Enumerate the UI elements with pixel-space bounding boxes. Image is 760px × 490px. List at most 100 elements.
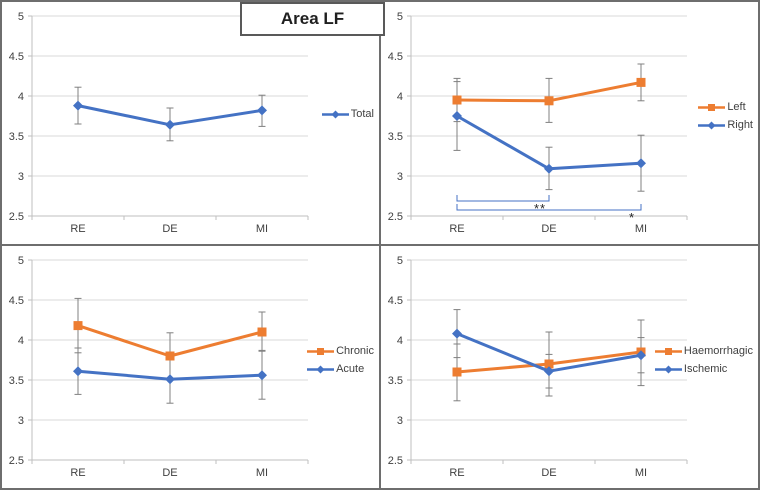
svg-text:4.5: 4.5: [388, 295, 403, 307]
svg-text:RE: RE: [70, 223, 85, 235]
x-axis-labels: RE DE MI: [449, 223, 647, 235]
data-point-marker: [636, 350, 646, 361]
series-right: [452, 111, 646, 174]
data-point-marker: [544, 359, 554, 369]
legend-label: Haemorrhagic: [683, 345, 753, 357]
gridlines: [28, 15, 308, 217]
chart-title: Area LF: [280, 9, 345, 28]
svg-text:3: 3: [397, 171, 403, 183]
legend-label: Total: [350, 108, 374, 120]
series-ischemic: [452, 328, 646, 377]
svg-text:3.5: 3.5: [388, 375, 403, 387]
data-point-marker: [165, 374, 175, 385]
axes: [31, 16, 309, 220]
legend-item-right: Right: [698, 120, 753, 131]
svg-text:4.5: 4.5: [9, 51, 24, 63]
svg-text:MI: MI: [635, 223, 647, 235]
svg-text:4: 4: [397, 91, 403, 103]
panel-chronic-acute: 5 4.5 4 3.5 3 2.5 RE DE MI Chronic Acute: [2, 246, 379, 488]
data-point-marker: [452, 328, 462, 339]
svg-text:4: 4: [18, 335, 24, 347]
svg-text:MI: MI: [256, 467, 268, 479]
chart-title-box: Area LF: [240, 2, 385, 36]
data-point-marker: [452, 111, 462, 121]
svg-text:5: 5: [18, 11, 24, 23]
data-point-marker: [452, 367, 462, 377]
data-point-marker: [257, 105, 267, 116]
svg-text:4.5: 4.5: [9, 295, 24, 307]
data-point-marker: [257, 327, 267, 337]
data-point-marker: [73, 100, 83, 111]
legend-item-acute: Acute: [307, 364, 364, 375]
gridlines: [407, 15, 687, 217]
y-axis-labels: 5 4.5 4 3.5 3 2.5: [9, 255, 24, 467]
diamond-marker-icon: [321, 110, 349, 119]
svg-text:DE: DE: [162, 467, 177, 479]
svg-text:3: 3: [397, 415, 403, 427]
svg-text:2.5: 2.5: [388, 455, 403, 467]
svg-text:RE: RE: [449, 467, 464, 479]
data-point-marker: [544, 96, 554, 106]
data-point-marker: [165, 119, 175, 130]
legend-item-total: Total: [321, 108, 374, 120]
chart-canvas-left-right: 54.543.532.5RE DE MI***: [388, 11, 688, 235]
svg-text:2.5: 2.5: [9, 455, 24, 467]
data-point-marker: [257, 370, 267, 381]
svg-text:DE: DE: [541, 467, 556, 479]
svg-text:MI: MI: [635, 467, 647, 479]
diamond-marker-icon: [307, 365, 335, 374]
panel-left-right: 5 4.5 4 3.5 3 2.5 RE DE MI ** * Left Right: [381, 2, 758, 244]
square-marker-icon: [307, 348, 335, 355]
svg-text:DE: DE: [541, 223, 556, 235]
legend-label: Acute: [336, 363, 365, 375]
error-bars-left: [453, 63, 645, 123]
panel-divider-horizontal: [2, 244, 758, 246]
axes: [31, 260, 309, 464]
series-chronic: [73, 321, 267, 361]
legend-left-right: Left Right: [698, 102, 753, 131]
legend-label: Right: [727, 119, 753, 131]
diamond-marker-icon: [698, 121, 726, 130]
svg-text:DE: DE: [162, 223, 177, 235]
data-point-marker: [73, 366, 83, 377]
legend-item-ischemic: Ischemic: [654, 364, 727, 375]
svg-text:5: 5: [18, 255, 24, 267]
legend-label: Left: [727, 101, 746, 113]
svg-text:5: 5: [397, 11, 403, 23]
svg-text:4: 4: [18, 91, 24, 103]
svg-text:3.5: 3.5: [9, 375, 24, 387]
svg-text:3: 3: [18, 415, 24, 427]
legend-haemorrhagic-ischemic: Haemorrhagic Ischemic: [654, 345, 753, 375]
svg-text:3.5: 3.5: [388, 131, 403, 143]
square-marker-icon: [654, 348, 682, 355]
legend-total: Total: [321, 108, 374, 120]
diamond-marker-icon: [654, 365, 682, 374]
chart-canvas-haemorrhagic-ischemic: 5 4.5 4 3.5 3 2.5 RE DE MI: [388, 255, 688, 479]
series-left: [452, 77, 646, 106]
x-axis-labels: RE DE MI: [70, 223, 268, 235]
panel-haemorrhagic-ischemic: 5 4.5 4 3.5 3 2.5 RE DE MI Haemorrhagic Ischemic: [381, 246, 758, 488]
x-axis-labels: RE DE MI: [70, 467, 268, 479]
y-axis-labels: 5 4.5 4 3.5 3 2.5: [388, 11, 403, 223]
square-marker-icon: [698, 104, 726, 111]
data-point-marker: [452, 95, 462, 105]
legend-item-haemorrhagic: Haemorrhagic: [654, 345, 753, 357]
significance-bracket: **: [456, 195, 550, 216]
svg-text:2.5: 2.5: [9, 211, 24, 223]
chart-canvas-chronic-acute: 5 4.5 4 3.5 3 2.5 RE DE MI: [9, 255, 309, 479]
significance-label: **: [534, 201, 546, 216]
data-point-marker: [636, 77, 646, 87]
x-axis-labels: RE DE MI: [449, 467, 647, 479]
significance-bracket: *: [456, 204, 642, 225]
svg-text:3: 3: [18, 171, 24, 183]
chart-canvas-total: 5 4.5 4 3.5 3 2.5 RE DE MI: [9, 11, 309, 235]
y-axis-labels: 5 4.5 4 3.5 3 2.5: [388, 255, 403, 467]
legend-chronic-acute: Chronic Acute: [307, 346, 374, 375]
svg-text:MI: MI: [256, 223, 268, 235]
axes: [410, 260, 688, 464]
legend-item-left: Left: [698, 101, 746, 113]
legend-item-chronic: Chronic: [307, 346, 374, 357]
data-point-marker: [544, 366, 554, 377]
legend-label: Chronic: [336, 345, 374, 357]
data-point-marker: [165, 351, 175, 361]
